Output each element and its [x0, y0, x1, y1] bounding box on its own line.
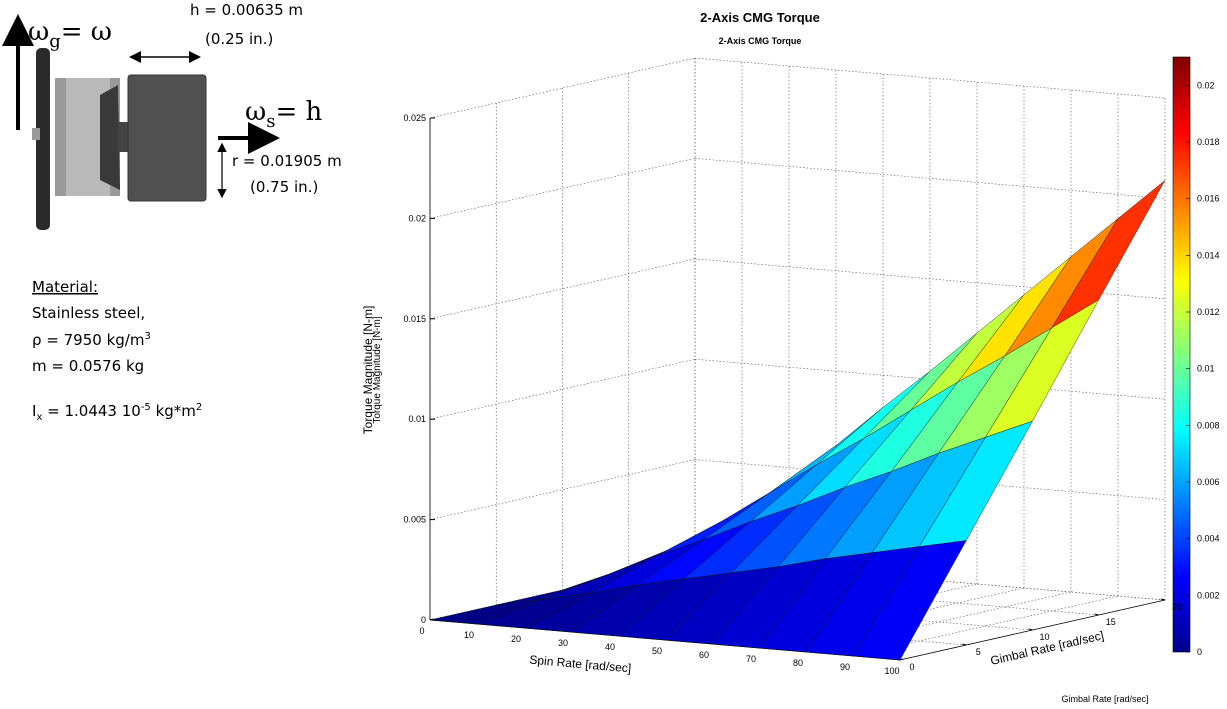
r-label: r = 0.01905 m: [232, 152, 342, 170]
surface-patch: [1051, 180, 1166, 329]
surface-patch: [852, 540, 967, 661]
mass: m = 0.0576 kg: [32, 357, 144, 375]
z-tick-label: 0.005: [403, 515, 426, 525]
y-tick: [962, 643, 967, 646]
equation: = ω: [61, 17, 112, 47]
colorbar-tick-label: 0.016: [1197, 194, 1220, 204]
colorbar-tick-label: 0.014: [1197, 250, 1220, 260]
density: ρ = 7950 kg/m3: [32, 331, 151, 349]
y-tick-label: 20: [1172, 602, 1182, 612]
y-tick-label: 5: [976, 647, 981, 657]
y-tick: [1094, 613, 1099, 616]
symbol: ω: [28, 17, 49, 47]
x-tick-label: 50: [652, 646, 662, 656]
x-tick-label: 90: [840, 662, 850, 672]
colorbar-tick-label: 0.006: [1197, 477, 1220, 487]
y-tick-label: 0: [909, 662, 914, 672]
z-axis-label: Torque Magnitude [N-m]: [372, 316, 383, 423]
r-inch: (0.75 in.): [250, 178, 318, 196]
colorbar-tick-label: 0: [1197, 647, 1202, 657]
colorbar-tick-label: 0.002: [1197, 590, 1220, 600]
superscript: -5: [141, 402, 151, 413]
inertia: Ix = 1.0443 10-5 kg*m2: [32, 402, 202, 423]
subscript: g: [49, 31, 61, 52]
z-axis-label: Torque Magnitude [N-m]: [361, 306, 375, 435]
z-tick-label: 0.02: [408, 213, 426, 223]
material-title: Material:: [32, 278, 98, 296]
z-tick-label: 0: [421, 615, 426, 625]
x-tick: [899, 658, 904, 661]
x-tick-label: 100: [884, 666, 899, 676]
y-axis-caption: Gimbal Rate [rad/sec]: [1061, 694, 1148, 704]
y-tick: [1028, 628, 1033, 631]
colorbar-tick-label: 0.01: [1197, 364, 1215, 374]
grid-line: [694, 158, 1166, 199]
grid-line: [429, 459, 696, 520]
unit: kg*m: [151, 402, 196, 420]
equation: = h: [275, 97, 322, 127]
symbol: I: [32, 402, 36, 420]
x-tick-label: 80: [793, 658, 803, 668]
inertia-text: = 1.0443 10: [42, 402, 140, 420]
z-tick-label: 0.015: [403, 314, 426, 324]
h-label: h = 0.00635 m: [190, 1, 303, 19]
x-tick-label: 30: [558, 638, 568, 648]
y-tick-label: 15: [1106, 617, 1116, 627]
superscript: 3: [144, 331, 150, 342]
symbol: ω: [245, 97, 266, 127]
grid-line: [429, 158, 696, 219]
material: Stainless steel,: [32, 304, 145, 322]
superscript: 2: [196, 402, 202, 413]
x-axis-label: Spin Rate [rad/sec]: [529, 653, 632, 676]
z-tick-label: 0.01: [408, 414, 426, 424]
x-tick-label: 60: [699, 650, 709, 660]
x-tick-label: 20: [511, 634, 521, 644]
colorbar-tick-label: 0.018: [1197, 137, 1220, 147]
z-tick-label: 0.025: [403, 113, 426, 123]
grid-line: [694, 57, 1166, 99]
gyro-drawing: [2, 14, 280, 230]
x-tick-label: 70: [746, 654, 756, 664]
x-tick-label: 0: [419, 626, 424, 636]
x-tick-label: 40: [605, 642, 615, 652]
y-tick-label: 10: [1039, 632, 1049, 642]
chart-subtitle: 2-Axis CMG Torque: [719, 36, 802, 46]
chart-title: 2-Axis CMG Torque: [700, 10, 820, 25]
colorbar-tick-label: 0.008: [1197, 420, 1220, 430]
spin-rate-label: ωs= h: [245, 97, 323, 132]
h-inch: (0.25 in.): [205, 30, 273, 48]
gimbal-rate-label: ωg= ω: [28, 17, 112, 52]
x-tick-label: 10: [464, 630, 474, 640]
colorbar: [1172, 56, 1191, 653]
colorbar-tick-label: 0.02: [1197, 80, 1215, 90]
subscript: s: [266, 111, 275, 132]
colorbar-tick-label: 0.004: [1197, 534, 1220, 544]
density-text: ρ = 7950 kg/m: [32, 331, 144, 349]
colorbar-tick-label: 0.012: [1197, 307, 1220, 317]
subscript: x: [36, 412, 42, 423]
y-tick: [1160, 598, 1166, 601]
